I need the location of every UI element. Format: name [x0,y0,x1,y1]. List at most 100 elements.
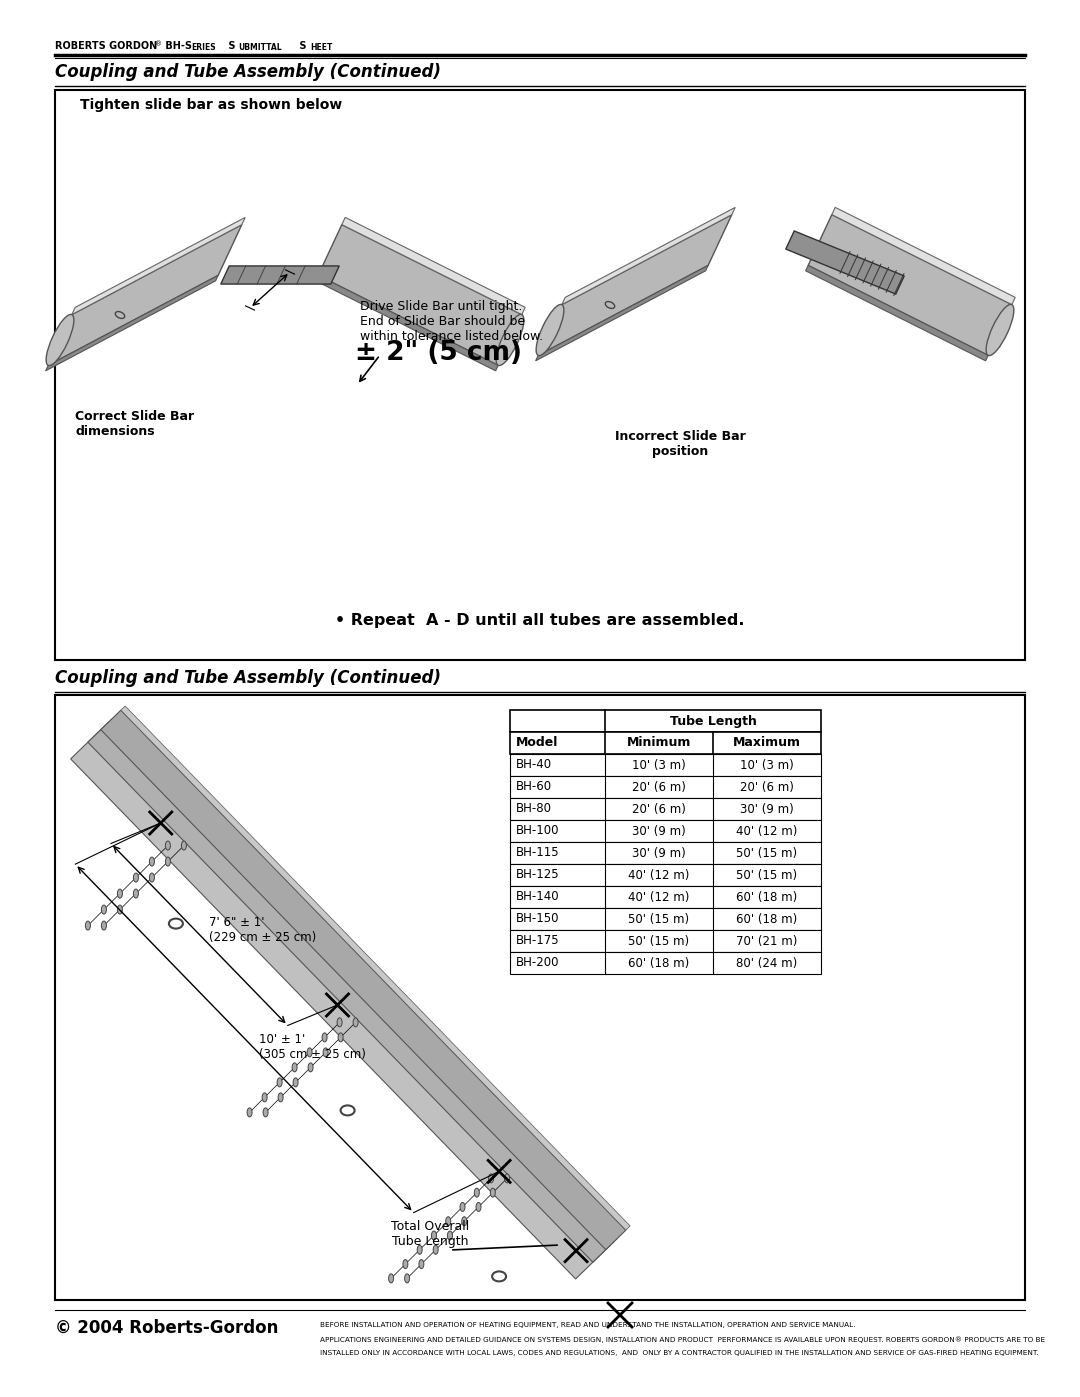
Text: Maximum: Maximum [733,736,801,750]
Text: UBMITTAL: UBMITTAL [238,43,282,53]
Text: BH-150: BH-150 [516,912,559,925]
Text: BH-100: BH-100 [516,824,559,837]
Text: 10' (3 m): 10' (3 m) [632,759,686,771]
Bar [510,732,821,754]
Text: 20' (6 m): 20' (6 m) [632,781,686,793]
Text: Incorrect Slide Bar
position: Incorrect Slide Bar position [615,430,745,458]
Text: BEFORE INSTALLATION AND OPERATION OF HEATING EQUIPMENT, READ AND UNDERSTAND THE : BEFORE INSTALLATION AND OPERATION OF HEA… [320,1322,855,1329]
Ellipse shape [247,1108,252,1116]
Bar [510,775,821,798]
Ellipse shape [504,1173,510,1183]
Ellipse shape [403,1260,408,1268]
Ellipse shape [292,1063,297,1071]
Text: HEET: HEET [310,43,333,53]
Ellipse shape [536,305,564,356]
Polygon shape [45,275,218,370]
Text: 20' (6 m): 20' (6 m) [740,781,794,793]
Ellipse shape [46,314,73,366]
Ellipse shape [118,905,122,914]
Text: ®: ® [156,41,162,47]
Polygon shape [315,275,498,370]
Ellipse shape [293,1078,298,1087]
Ellipse shape [85,921,91,930]
Ellipse shape [149,858,154,866]
Text: 50' (15 m): 50' (15 m) [629,935,689,947]
Text: 60' (18 m): 60' (18 m) [737,890,798,904]
Ellipse shape [118,888,122,898]
Bar [55,694,1025,1301]
Text: BH-115: BH-115 [516,847,559,859]
Ellipse shape [149,873,154,882]
Polygon shape [87,722,613,1263]
Bar [510,754,821,775]
Ellipse shape [181,841,187,849]
Text: 20' (6 m): 20' (6 m) [632,802,686,816]
Text: 60' (18 m): 60' (18 m) [737,912,798,925]
Text: Total Overall
Tube Length: Total Overall Tube Length [391,1220,469,1248]
Polygon shape [70,731,605,1278]
Ellipse shape [405,1274,409,1282]
Bar [510,798,821,820]
Ellipse shape [488,1173,494,1183]
Ellipse shape [496,314,524,366]
Text: INSTALLED ONLY IN ACCORDANCE WITH LOCAL LAWS, CODES AND REGULATIONS,  AND  ONLY : INSTALLED ONLY IN ACCORDANCE WITH LOCAL … [320,1350,1039,1356]
Text: Tube Length: Tube Length [670,714,756,728]
Bar [510,863,821,886]
Ellipse shape [389,1274,393,1282]
Text: Coupling and Tube Assembly (Continued): Coupling and Tube Assembly (Continued) [55,669,441,687]
Polygon shape [100,710,626,1250]
Text: ± 2" (5 cm): ± 2" (5 cm) [355,339,522,366]
Polygon shape [832,207,1015,305]
Ellipse shape [338,1032,343,1042]
Ellipse shape [134,873,138,882]
Text: • Repeat  A - D until all tubes are assembled.: • Repeat A - D until all tubes are assem… [335,612,745,627]
Text: 40' (12 m): 40' (12 m) [629,890,690,904]
Ellipse shape [322,1032,327,1042]
Polygon shape [72,218,245,314]
Ellipse shape [419,1260,423,1268]
Polygon shape [121,705,630,1231]
Text: BH-125: BH-125 [516,869,559,882]
Polygon shape [562,207,735,305]
Ellipse shape [986,305,1014,356]
Ellipse shape [431,1231,436,1241]
Ellipse shape [446,1217,450,1225]
Polygon shape [319,225,522,366]
Text: Coupling and Tube Assembly (Continued): Coupling and Tube Assembly (Continued) [55,63,441,81]
Polygon shape [808,215,1012,355]
Bar [510,930,821,951]
Polygon shape [536,265,708,360]
Polygon shape [786,231,904,293]
Ellipse shape [102,921,107,930]
Text: BH-200: BH-200 [516,957,559,970]
Ellipse shape [308,1063,313,1071]
Text: ERIES: ERIES [191,43,216,53]
Bar [55,89,1025,659]
Text: BH-175: BH-175 [516,935,559,947]
Ellipse shape [134,888,138,898]
Text: Minimum: Minimum [626,736,691,750]
Text: Drive Slide Bar until tight.
End of Slide Bar should be
within tolerance listed : Drive Slide Bar until tight. End of Slid… [360,300,543,344]
Ellipse shape [165,841,171,849]
Text: © 2004 Roberts-Gordon: © 2004 Roberts-Gordon [55,1319,279,1337]
Polygon shape [342,218,525,314]
Text: 30' (9 m): 30' (9 m) [632,824,686,837]
Ellipse shape [460,1203,465,1211]
Ellipse shape [417,1245,422,1255]
Text: Model: Model [516,736,558,750]
Ellipse shape [433,1245,438,1255]
Bar [510,710,821,732]
Text: Correct Slide Bar
dimensions: Correct Slide Bar dimensions [75,409,194,439]
Bar [510,886,821,908]
Text: ROBERTS GORDON: ROBERTS GORDON [55,41,158,52]
Bar [510,820,821,842]
Ellipse shape [476,1203,481,1211]
Ellipse shape [307,1048,312,1058]
Text: 10' (3 m): 10' (3 m) [740,759,794,771]
Text: APPLICATIONS ENGINEERING AND DETAILED GUIDANCE ON SYSTEMS DESIGN, INSTALLATION A: APPLICATIONS ENGINEERING AND DETAILED GU… [320,1336,1045,1343]
Text: BH-60: BH-60 [516,781,552,793]
Text: 30' (9 m): 30' (9 m) [740,802,794,816]
Text: Tighten slide bar as shown below: Tighten slide bar as shown below [80,98,342,112]
Ellipse shape [102,905,107,914]
Text: 7' 6" ± 1'
(229 cm ± 25 cm): 7' 6" ± 1' (229 cm ± 25 cm) [210,916,316,944]
